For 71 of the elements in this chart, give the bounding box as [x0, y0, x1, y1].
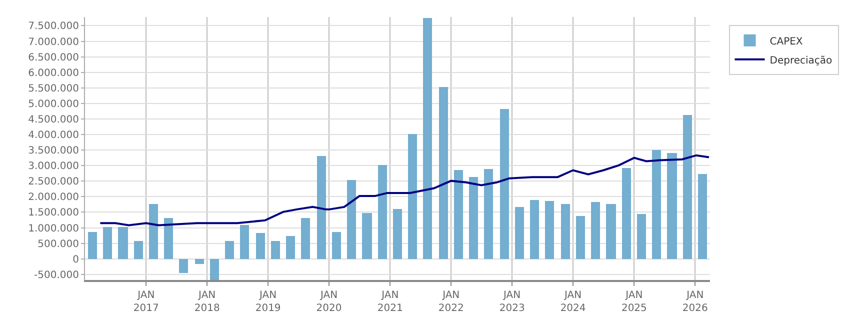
bar: [454, 170, 463, 259]
bar: [500, 109, 509, 259]
bar: [195, 259, 204, 264]
bar: [118, 227, 128, 259]
y-tick-label: 2.500.000: [28, 176, 79, 188]
bar: [179, 259, 188, 273]
bar: [362, 213, 372, 259]
bar: [652, 150, 661, 259]
bar: [149, 204, 158, 259]
y-tick-label: 4.000.000: [28, 130, 79, 142]
bar: [240, 225, 249, 259]
bar: [393, 209, 402, 259]
bar: [545, 201, 554, 259]
bar: [88, 232, 97, 259]
bar: [469, 177, 478, 259]
bar: [378, 165, 387, 259]
bar: [576, 216, 585, 259]
bar: [515, 207, 524, 259]
bar: [317, 156, 326, 259]
x-tick-label: JAN 2021: [377, 290, 403, 313]
bar: [103, 227, 112, 259]
y-tick-label: 5.000.000: [28, 98, 79, 110]
y-tick-label: 7.000.000: [28, 36, 79, 48]
x-tick-label: JAN 2017: [133, 290, 159, 313]
bar: [683, 115, 692, 259]
x-tick-label: JAN 2023: [499, 290, 525, 313]
x-tick-label: JAN 2024: [560, 290, 586, 313]
y-tick-label: 7.500.000: [28, 21, 79, 32]
y-tick-label: 1.500.000: [28, 208, 79, 219]
x-tick-label: JAN 2019: [255, 290, 281, 313]
bar: [256, 233, 265, 259]
x-tick-label: JAN 2025: [621, 290, 647, 313]
y-tick-label: 6.500.000: [28, 52, 79, 64]
legend-label: Depreciação: [770, 55, 832, 66]
y-tick-label: 3.500.000: [28, 146, 79, 157]
x-tick-label: JAN 2026: [682, 290, 708, 313]
x-tick-label: JAN 2020: [316, 290, 342, 313]
y-tick-label: 5.500.000: [28, 83, 79, 94]
bar: [408, 134, 417, 259]
y-tick-label: 500.000: [38, 238, 79, 250]
y-tick-label: 2.000.000: [28, 192, 79, 204]
x-tick-label: JAN 2022: [438, 290, 464, 313]
bar: [698, 174, 707, 259]
bar: [591, 202, 600, 259]
y-tick-label: 3.000.000: [28, 161, 79, 172]
bar: [622, 168, 631, 259]
bar: [606, 204, 616, 259]
bar: [347, 180, 356, 259]
bar: [286, 236, 295, 259]
bar: [210, 259, 219, 280]
y-tick-label: 0: [72, 254, 79, 266]
bar: [637, 214, 646, 259]
bar: [134, 241, 143, 259]
bar: [439, 87, 448, 259]
bar: [667, 153, 677, 259]
y-tick-label: 4.500.000: [28, 114, 79, 126]
y-tick-label: -500.000: [34, 270, 79, 281]
x-tick-label: JAN 2018: [194, 290, 220, 313]
bar: [484, 169, 493, 259]
legend-label: CAPEX: [770, 36, 803, 48]
y-tick-label: 6.000.000: [28, 68, 79, 79]
bar: [530, 200, 539, 259]
bar: [332, 232, 341, 259]
bar: [271, 241, 280, 259]
bar: [225, 241, 234, 259]
y-tick-label: 1.000.000: [28, 223, 79, 234]
bar: [561, 204, 570, 259]
bar: [301, 218, 310, 259]
line-series: [99, 154, 710, 226]
bar: [423, 18, 432, 259]
bar: [164, 218, 173, 259]
